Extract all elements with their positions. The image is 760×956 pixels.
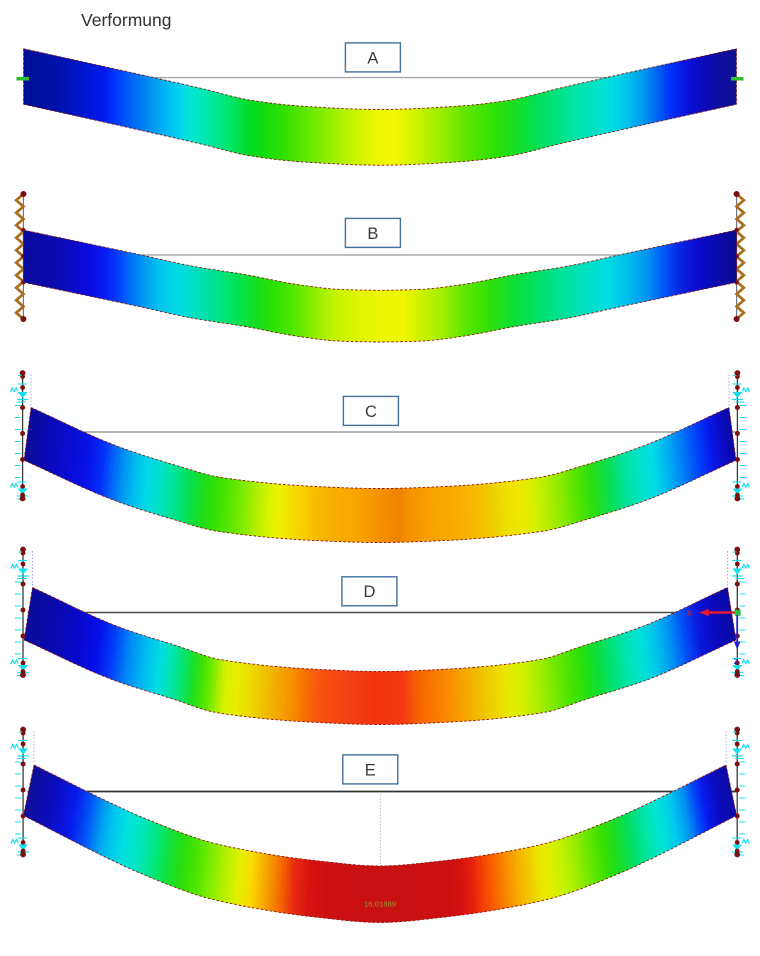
svg-text:E: E: [365, 761, 376, 779]
svg-text:A: A: [367, 49, 378, 67]
svg-text:D: D: [363, 583, 375, 601]
svg-text:z: z: [734, 656, 739, 667]
svg-text:Verformung: Verformung: [81, 10, 171, 30]
svg-text:x: x: [687, 608, 692, 619]
svg-text:B: B: [367, 225, 378, 243]
svg-text:16.01889: 16.01889: [364, 900, 396, 909]
svg-text:C: C: [365, 403, 377, 421]
